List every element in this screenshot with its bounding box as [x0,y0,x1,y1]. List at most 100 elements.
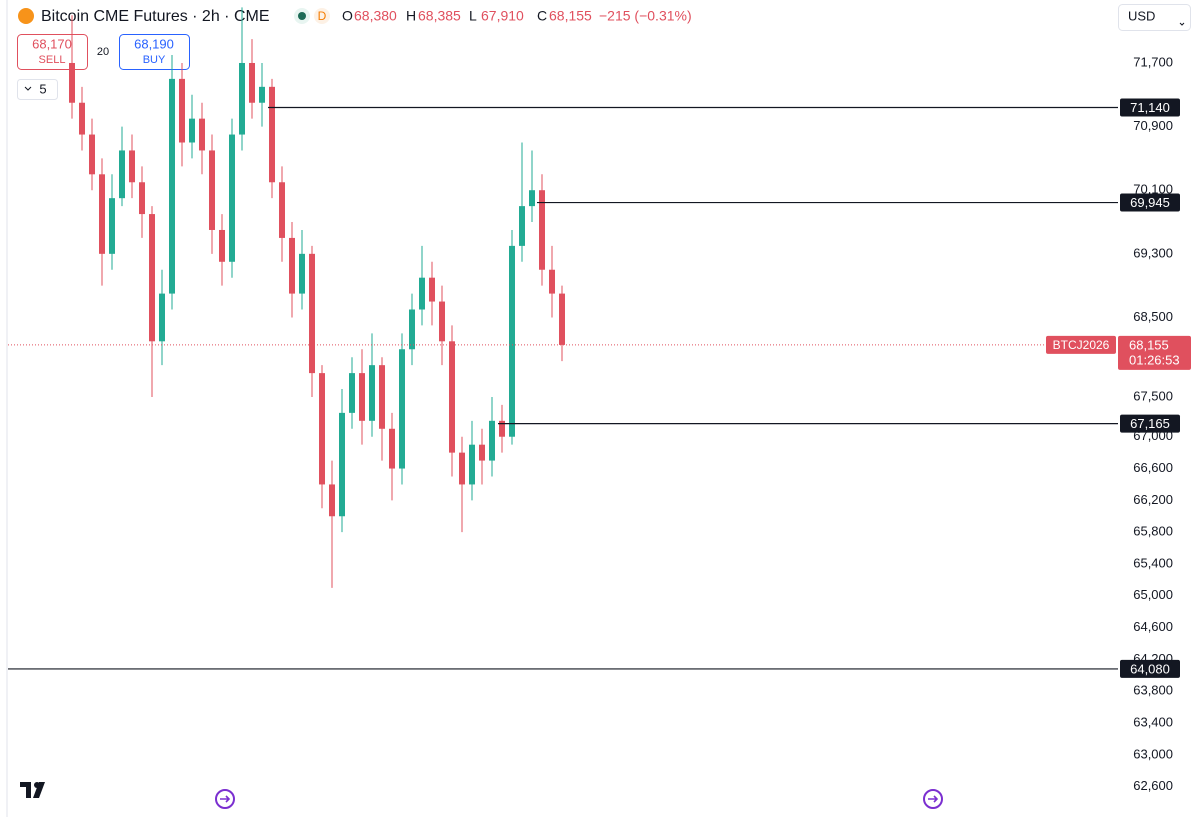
level-label: 67,165 [1130,416,1170,431]
sell-button[interactable] [17,34,88,70]
last-price-label: 68,155 [1129,337,1169,352]
candle-body [479,444,485,461]
level-label-bg [1120,659,1180,678]
candle-body [159,293,165,342]
candle-body [409,309,415,350]
candle-body [339,412,345,517]
candle-body [99,174,105,254]
candle-body [219,229,225,262]
candle-body [419,277,425,310]
change: −215 (−0.31%) [599,8,692,24]
y-tick-label: 67,500 [1133,388,1173,403]
y-tick-label: 69,300 [1133,245,1173,260]
y-tick-label: 70,900 [1133,118,1173,133]
level-label-bg [1120,98,1180,117]
market-status-dot [298,12,306,20]
candle-body [519,206,525,246]
candle-body [109,198,115,254]
y-tick-label: 66,600 [1133,460,1173,475]
candle-body [149,214,155,342]
candle-body [129,150,135,183]
candle-body [119,150,125,199]
ohlc-legend: O 68,380 H 68,385 L 67,910 C 68,155 [342,8,592,24]
multiplier-toggle[interactable] [17,79,58,100]
ohlc-value: 68,385 [418,8,461,24]
ohlc-key: H [406,8,416,24]
candle-body [279,182,285,238]
y-tick-label: 64,600 [1133,619,1173,634]
level-label: 71,140 [1130,100,1170,115]
multiplier: 5 [39,81,46,96]
level-label-bg [1120,414,1180,433]
candle-body [139,182,145,215]
candle-body [559,293,565,345]
symbol-label-bg [1046,335,1116,354]
candle-body [249,62,255,103]
y-tick-label: 65,800 [1133,524,1173,539]
candle-body [369,365,375,421]
bitcoin-icon [18,8,34,24]
candle-body [269,86,275,183]
last-price-bg [1118,335,1191,370]
y-tick-label: 63,000 [1133,746,1173,761]
y-tick-label: 66,200 [1133,492,1173,507]
y-tick-label: 65,400 [1133,555,1173,570]
event-marker[interactable] [215,789,235,809]
symbol-label: BTCJ2026 [1053,338,1110,352]
buy-price: 68,190 [134,36,174,51]
y-tick-label: 62,600 [1133,778,1173,793]
candle-body [539,190,545,270]
currency: USD [1128,8,1155,23]
candle-body [239,62,245,135]
y-tick-label: 71,700 [1133,54,1173,69]
candle-body [389,428,395,469]
price-axis: 71,70070,90070,10069,30068,50067,50067,0… [1046,54,1191,793]
candle-body [69,62,75,103]
y-tick-label: 70,100 [1133,182,1173,197]
candle-body [289,237,295,294]
session-badge[interactable] [314,8,330,24]
ohlc-value: 68,380 [354,8,397,24]
chevron [24,86,32,91]
candle-body [229,134,235,262]
candle-body [199,118,205,151]
candle-body [439,301,445,342]
ohlc-key: O [342,8,353,24]
session-label: D [318,9,327,23]
candle-body [299,253,305,294]
currency-select[interactable] [1118,4,1191,31]
candle-body [79,102,85,135]
ohlc-key: C [537,8,547,24]
candle-body [529,190,535,207]
chevron [1179,22,1185,26]
tradingview-logo [20,782,45,798]
buy-label: BUY [143,54,166,66]
candle-body [359,373,365,421]
candle-body [429,277,435,302]
candle-body [469,444,475,485]
quantity: 20 [97,46,109,58]
candle-body [449,341,455,453]
ohlc-value: 68,155 [549,8,592,24]
candle-body [499,420,505,437]
candle-body [379,365,385,429]
event-marker[interactable] [923,789,943,809]
candle-body [459,452,465,485]
sell-price: 68,170 [32,36,72,51]
candle-body [319,373,325,485]
level-label: 64,080 [1130,661,1170,676]
candle-body [259,86,265,103]
candle-body [179,78,185,143]
plot [8,7,1118,670]
y-tick-label: 63,400 [1133,714,1173,729]
candle-body [509,245,515,437]
symbol-title: Bitcoin CME Futures · 2h · CME [41,8,270,25]
candle-body [169,78,175,294]
ohlc-key: L [469,8,477,24]
countdown: 01:26:53 [1129,352,1180,367]
candle-body [189,118,195,143]
sell-label: SELL [39,54,66,66]
candle-body [209,150,215,230]
